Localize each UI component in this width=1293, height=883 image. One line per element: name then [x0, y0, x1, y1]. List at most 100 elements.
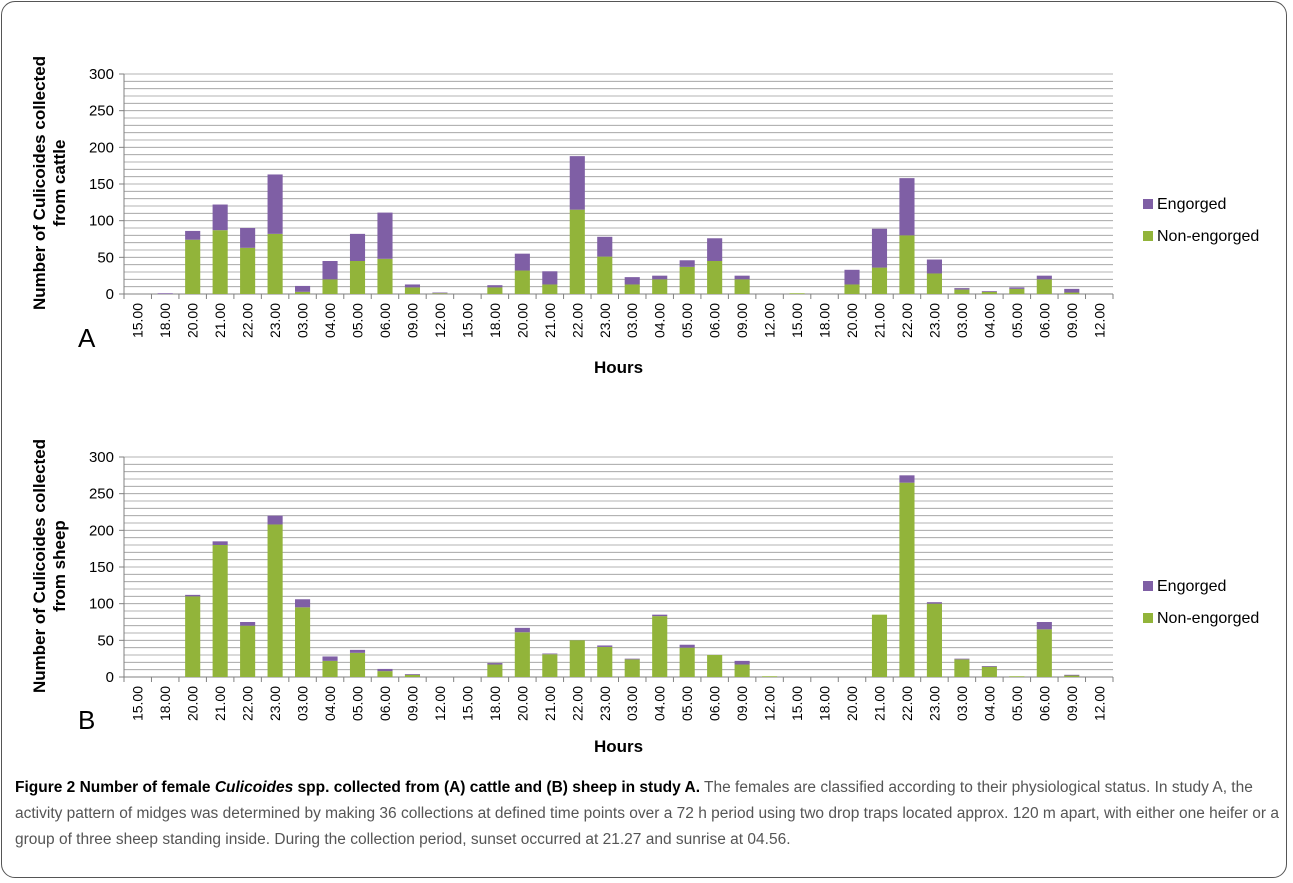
bar-non-engorged — [926, 273, 942, 294]
bar-engorged — [212, 541, 228, 545]
x-tick-label: 09.00 — [404, 686, 420, 721]
y-axis-title-line: Number of Culicoides collected — [30, 439, 49, 693]
y-tick-label: 0 — [106, 286, 114, 303]
bar-non-engorged — [212, 230, 228, 294]
bar-non-engorged — [707, 261, 723, 294]
bar-engorged — [432, 292, 448, 294]
x-tick-label: 12.00 — [432, 686, 448, 721]
legend-swatch — [1143, 581, 1153, 591]
bar-engorged — [542, 653, 558, 655]
bar-engorged — [267, 515, 283, 525]
bar-engorged — [1009, 287, 1025, 289]
bar-engorged — [926, 259, 942, 274]
bar-engorged — [322, 261, 338, 280]
x-tick-label: 23.00 — [926, 686, 942, 721]
x-tick-label: 21.00 — [212, 686, 228, 721]
bar-non-engorged — [679, 647, 695, 677]
bar-non-engorged — [707, 655, 723, 677]
bar-engorged — [734, 660, 750, 665]
y-axis-title-line: from cattle — [50, 140, 69, 227]
bar-non-engorged — [569, 640, 585, 677]
x-tick-label: 03.00 — [624, 686, 640, 721]
bar-engorged — [899, 178, 915, 236]
x-tick-label: 22.00 — [569, 686, 585, 721]
bar-non-engorged — [954, 659, 970, 677]
x-tick-label: 20.00 — [185, 686, 201, 721]
bar-engorged — [514, 253, 530, 271]
bar-engorged — [844, 269, 860, 285]
bar-engorged — [899, 475, 915, 483]
x-tick-label: 15.00 — [789, 303, 805, 338]
x-tick-label: 22.00 — [899, 686, 915, 721]
x-tick-label: 20.00 — [185, 303, 201, 338]
x-tick-label: 23.00 — [267, 686, 283, 721]
x-tick-label: 04.00 — [652, 686, 668, 721]
bar-engorged — [624, 277, 640, 285]
x-tick-label: 09.00 — [734, 686, 750, 721]
x-tick-label: 05.00 — [1009, 303, 1025, 338]
bar-non-engorged — [322, 279, 338, 294]
x-tick-label: 04.00 — [322, 686, 338, 721]
x-tick-label: 15.00 — [130, 303, 146, 338]
caption-title-italic: Culicoides — [214, 779, 294, 796]
bar-engorged — [240, 228, 256, 248]
bar-non-engorged — [1064, 675, 1080, 677]
bar-engorged — [295, 599, 311, 608]
bar-engorged — [212, 204, 228, 231]
legend-label: Non-engorged — [1157, 228, 1259, 245]
x-tick-label: 18.00 — [817, 686, 833, 721]
x-tick-label: 09.00 — [1064, 303, 1080, 338]
bar-engorged — [1036, 275, 1052, 280]
bar-engorged — [1036, 622, 1052, 630]
legend-label: Engorged — [1157, 578, 1226, 595]
x-tick-label: 12.00 — [1091, 686, 1107, 721]
x-tick-label: 20.00 — [844, 303, 860, 338]
y-tick-label: 50 — [97, 632, 114, 649]
bar-engorged — [871, 228, 888, 268]
bar-non-engorged — [349, 652, 366, 677]
bar-non-engorged — [349, 261, 366, 294]
bar-non-engorged — [871, 267, 888, 294]
bar-non-engorged — [871, 614, 888, 677]
x-tick-label: 23.00 — [597, 303, 613, 338]
x-tick-label: 23.00 — [267, 303, 283, 338]
bar-non-engorged — [926, 603, 942, 677]
y-tick-label: 100 — [89, 596, 114, 613]
bar-non-engorged — [432, 293, 448, 294]
x-tick-label: 03.00 — [954, 303, 970, 338]
bar-non-engorged — [569, 209, 585, 294]
y-tick-label: 0 — [106, 669, 114, 686]
bar-engorged — [404, 284, 421, 288]
panel-label: A — [78, 323, 96, 353]
bar-engorged — [157, 293, 173, 294]
bar-engorged — [349, 233, 366, 261]
bar-non-engorged — [267, 233, 283, 294]
y-tick-label: 200 — [89, 139, 114, 156]
bar-non-engorged — [597, 646, 613, 677]
x-tick-label: 18.00 — [157, 303, 173, 338]
bar-engorged — [679, 260, 695, 267]
y-axis-title: Number of Culicoides collectedfrom cattl… — [30, 56, 69, 310]
caption-body: The females are classified according to … — [15, 779, 1279, 848]
x-tick-label: 21.00 — [542, 686, 558, 721]
bar-non-engorged — [652, 616, 668, 677]
y-tick-label: 150 — [89, 176, 114, 193]
bar-non-engorged — [404, 287, 421, 294]
bar-non-engorged — [1036, 629, 1052, 677]
bar-non-engorged — [624, 284, 640, 294]
x-tick-label: 03.00 — [295, 686, 311, 721]
bar-non-engorged — [981, 291, 997, 294]
bar-engorged — [981, 291, 997, 292]
bar-engorged — [954, 288, 970, 290]
bar-engorged — [487, 285, 503, 288]
bar-non-engorged — [487, 287, 503, 294]
x-tick-label: 06.00 — [377, 686, 393, 721]
bar-non-engorged — [734, 664, 750, 677]
x-tick-label: 15.00 — [130, 686, 146, 721]
x-tick-label: 15.00 — [459, 686, 475, 721]
x-tick-label: 22.00 — [240, 686, 256, 721]
bar-engorged — [926, 602, 942, 604]
x-tick-label: 03.00 — [295, 303, 311, 338]
bar-engorged — [624, 658, 640, 660]
